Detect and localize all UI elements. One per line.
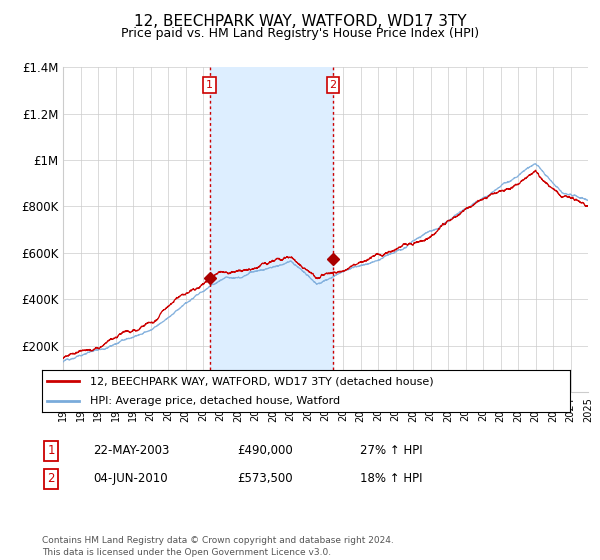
Bar <box>209 67 333 392</box>
Text: 2: 2 <box>47 472 55 486</box>
Text: 12, BEECHPARK WAY, WATFORD, WD17 3TY: 12, BEECHPARK WAY, WATFORD, WD17 3TY <box>134 14 466 29</box>
Text: Contains HM Land Registry data © Crown copyright and database right 2024.
This d: Contains HM Land Registry data © Crown c… <box>42 536 394 557</box>
Text: 27% ↑ HPI: 27% ↑ HPI <box>360 444 422 458</box>
Text: £490,000: £490,000 <box>237 444 293 458</box>
Text: Price paid vs. HM Land Registry's House Price Index (HPI): Price paid vs. HM Land Registry's House … <box>121 27 479 40</box>
Text: 2: 2 <box>329 80 337 90</box>
Text: 1: 1 <box>206 80 213 90</box>
Text: 18% ↑ HPI: 18% ↑ HPI <box>360 472 422 486</box>
Text: 22-MAY-2003: 22-MAY-2003 <box>93 444 169 458</box>
Text: 1: 1 <box>47 444 55 458</box>
Text: 12, BEECHPARK WAY, WATFORD, WD17 3TY (detached house): 12, BEECHPARK WAY, WATFORD, WD17 3TY (de… <box>89 376 433 386</box>
Text: £573,500: £573,500 <box>237 472 293 486</box>
Text: HPI: Average price, detached house, Watford: HPI: Average price, detached house, Watf… <box>89 396 340 406</box>
Text: 04-JUN-2010: 04-JUN-2010 <box>93 472 167 486</box>
